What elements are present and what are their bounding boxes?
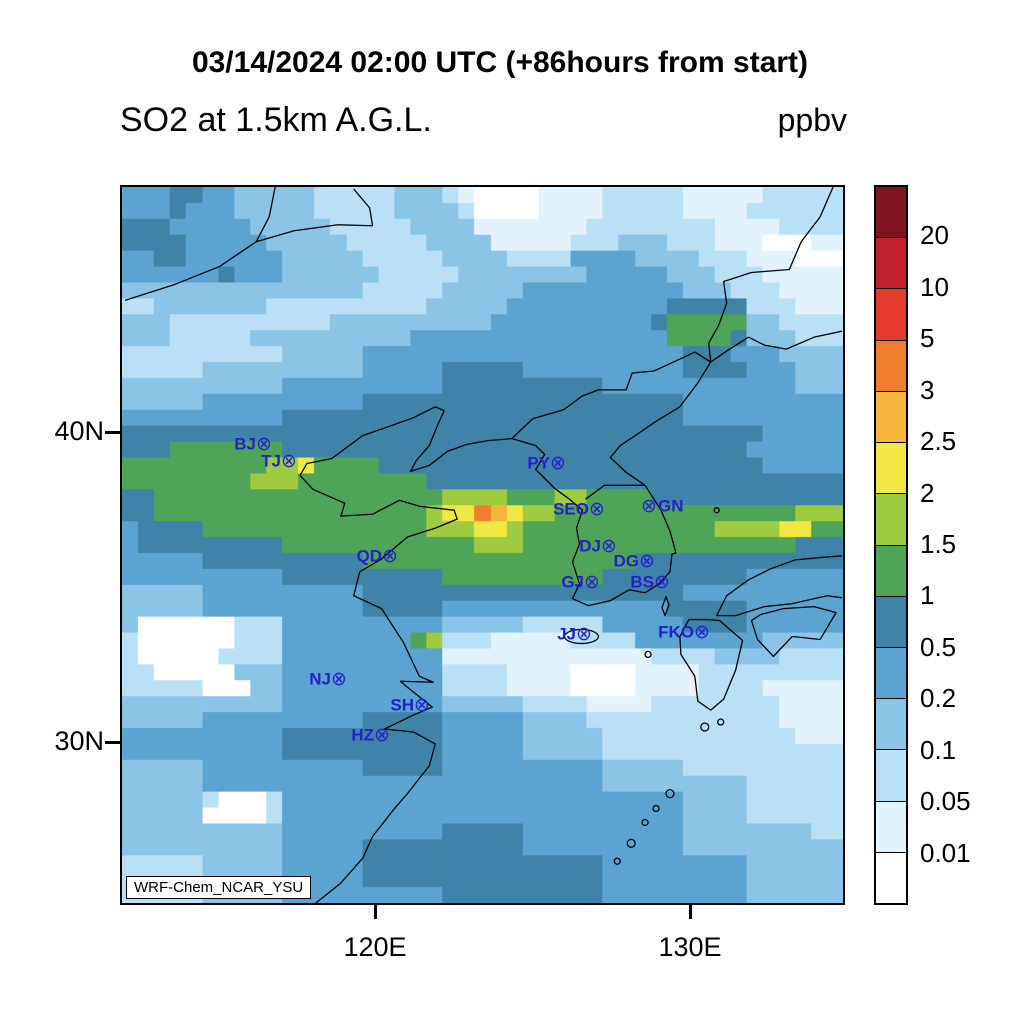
bs-marker-icon: ⊗ xyxy=(654,571,670,594)
colorbar-tile xyxy=(876,442,906,494)
colorbar-level-label: 1.5 xyxy=(920,529,957,559)
city-label-jj: JJ xyxy=(557,624,576,644)
x-tick-label-130e: 130E xyxy=(658,932,722,962)
map-panel: ⊗ BJ ⊗ TJ ⊗ PY ⊗ SEO ⊗ GN ⊗ QD ⊗ DJ ⊗ DG ⊗ GJ ⊗ BS ⊗ JJ ⊗ FKO ⊗ N… xyxy=(120,185,845,905)
qd-marker-icon: ⊗ xyxy=(382,545,398,568)
sh-marker-icon: ⊗ xyxy=(414,694,430,717)
y-tick-label-30n: 30N xyxy=(54,725,104,756)
colorbar-tile xyxy=(876,339,906,391)
city-label-qd: QD xyxy=(356,546,383,566)
dg-marker-icon: ⊗ xyxy=(639,550,655,573)
city-label-py: PY xyxy=(527,453,550,473)
colorbar-tile xyxy=(876,544,906,596)
city-label-bs: BS xyxy=(630,572,654,592)
colorbar-tile xyxy=(876,800,906,852)
border-dmz xyxy=(585,484,646,500)
py-marker-icon: ⊗ xyxy=(550,452,566,475)
colorbar-level-label: 0.01 xyxy=(920,837,971,868)
border-ussuri xyxy=(708,187,834,363)
border-mongolia-east xyxy=(256,188,374,243)
colorbar-level-label: 1 xyxy=(920,580,935,611)
colorbar-level-label: 2.5 xyxy=(920,426,957,457)
city-label-bj: BJ xyxy=(234,434,256,454)
border-yalu-tumen xyxy=(511,351,712,440)
gn-marker-icon: ⊗ xyxy=(641,495,657,518)
city-label-seo: SEO xyxy=(553,499,589,519)
plot-title: 03/14/2024 02:00 UTC (+86hours from star… xyxy=(191,46,809,79)
colorbar-tile xyxy=(876,646,906,699)
colorbar-level-label: 0.05 xyxy=(920,786,971,817)
gj-marker-icon: ⊗ xyxy=(584,571,600,594)
colorbar-tile xyxy=(876,851,906,904)
colorbar-level-label: 0.2 xyxy=(920,683,957,714)
colorbar-tile xyxy=(876,288,906,340)
city-label-dj: DJ xyxy=(579,536,601,556)
city-label-tj: TJ xyxy=(261,451,281,471)
border-mongolia-west xyxy=(124,187,276,301)
colorbar-labels: 20 10 5 3 2.5 2 1.5 1 0.5 0.2 0.1 0.05 0.01 xyxy=(920,185,1015,905)
city-label-gn: GN xyxy=(658,496,684,516)
colorbar-tile xyxy=(876,595,906,647)
units-label: ppbv xyxy=(777,102,847,138)
colorbar-level-label: 0.5 xyxy=(920,631,957,662)
x-tick-mark xyxy=(374,905,377,919)
coastlines-overlay xyxy=(124,187,843,903)
city-marker-layer: ⊗ BJ ⊗ TJ ⊗ PY ⊗ SEO ⊗ GN ⊗ QD ⊗ DJ ⊗ DG ⊗ GJ ⊗ BS ⊗ JJ ⊗ FKO ⊗ N… xyxy=(122,187,843,903)
coastline-shikoku xyxy=(750,606,837,658)
colorbar-tile xyxy=(876,390,906,443)
city-label-nj: NJ xyxy=(309,669,331,689)
heatmap-canvas xyxy=(122,187,843,903)
islands-ryukyu xyxy=(613,507,725,865)
x-tick-label-120e: 120E xyxy=(343,932,407,962)
city-label-dg: DG xyxy=(613,551,640,571)
colorbar-level-label: 5 xyxy=(920,323,935,354)
colorbar-tile xyxy=(876,749,906,801)
coastline-honshu xyxy=(716,555,843,617)
city-label-fko: FKO xyxy=(658,622,694,642)
colorbar-level-label: 3 xyxy=(920,374,935,405)
colorbar-level-label: 2 xyxy=(920,477,935,508)
bj-marker-icon: ⊗ xyxy=(256,433,272,456)
coastline-china xyxy=(299,406,512,903)
colorbar-tile xyxy=(876,493,906,545)
coastline-kyushu xyxy=(679,618,744,711)
dj-marker-icon: ⊗ xyxy=(601,535,617,558)
tj-marker-icon: ⊗ xyxy=(281,450,297,473)
y-tick-label-40n: 40N xyxy=(54,415,104,446)
colorbar-tile xyxy=(876,237,906,289)
jj-marker-icon: ⊗ xyxy=(576,623,592,646)
nj-marker-icon: ⊗ xyxy=(331,668,347,691)
subtitle-row: SO2 at 1.5km A.G.L. ppbv xyxy=(120,101,847,140)
city-label-sh: SH xyxy=(390,695,414,715)
colorbar-tile xyxy=(876,698,906,750)
city-label-hz: HZ xyxy=(351,725,374,745)
y-tick-mark xyxy=(105,431,120,434)
colorbar xyxy=(874,185,908,905)
fko-marker-icon: ⊗ xyxy=(694,621,710,644)
island-tsushima xyxy=(661,596,670,617)
colorbar-tile xyxy=(876,187,906,238)
variable-title: SO2 at 1.5km A.G.L. xyxy=(120,101,432,139)
island-jeju xyxy=(563,628,600,645)
colorbar-level-label: 0.1 xyxy=(920,734,957,765)
x-tick-mark xyxy=(689,905,692,919)
colorbar-level-label: 20 xyxy=(920,220,949,251)
city-label-gj: GJ xyxy=(561,572,584,592)
seo-marker-icon: ⊗ xyxy=(589,498,605,521)
colorbar-level-label: 10 xyxy=(920,271,949,302)
hz-marker-icon: ⊗ xyxy=(374,724,390,747)
y-tick-mark xyxy=(105,741,120,744)
model-watermark: WRF-Chem_NCAR_YSU xyxy=(126,876,312,899)
